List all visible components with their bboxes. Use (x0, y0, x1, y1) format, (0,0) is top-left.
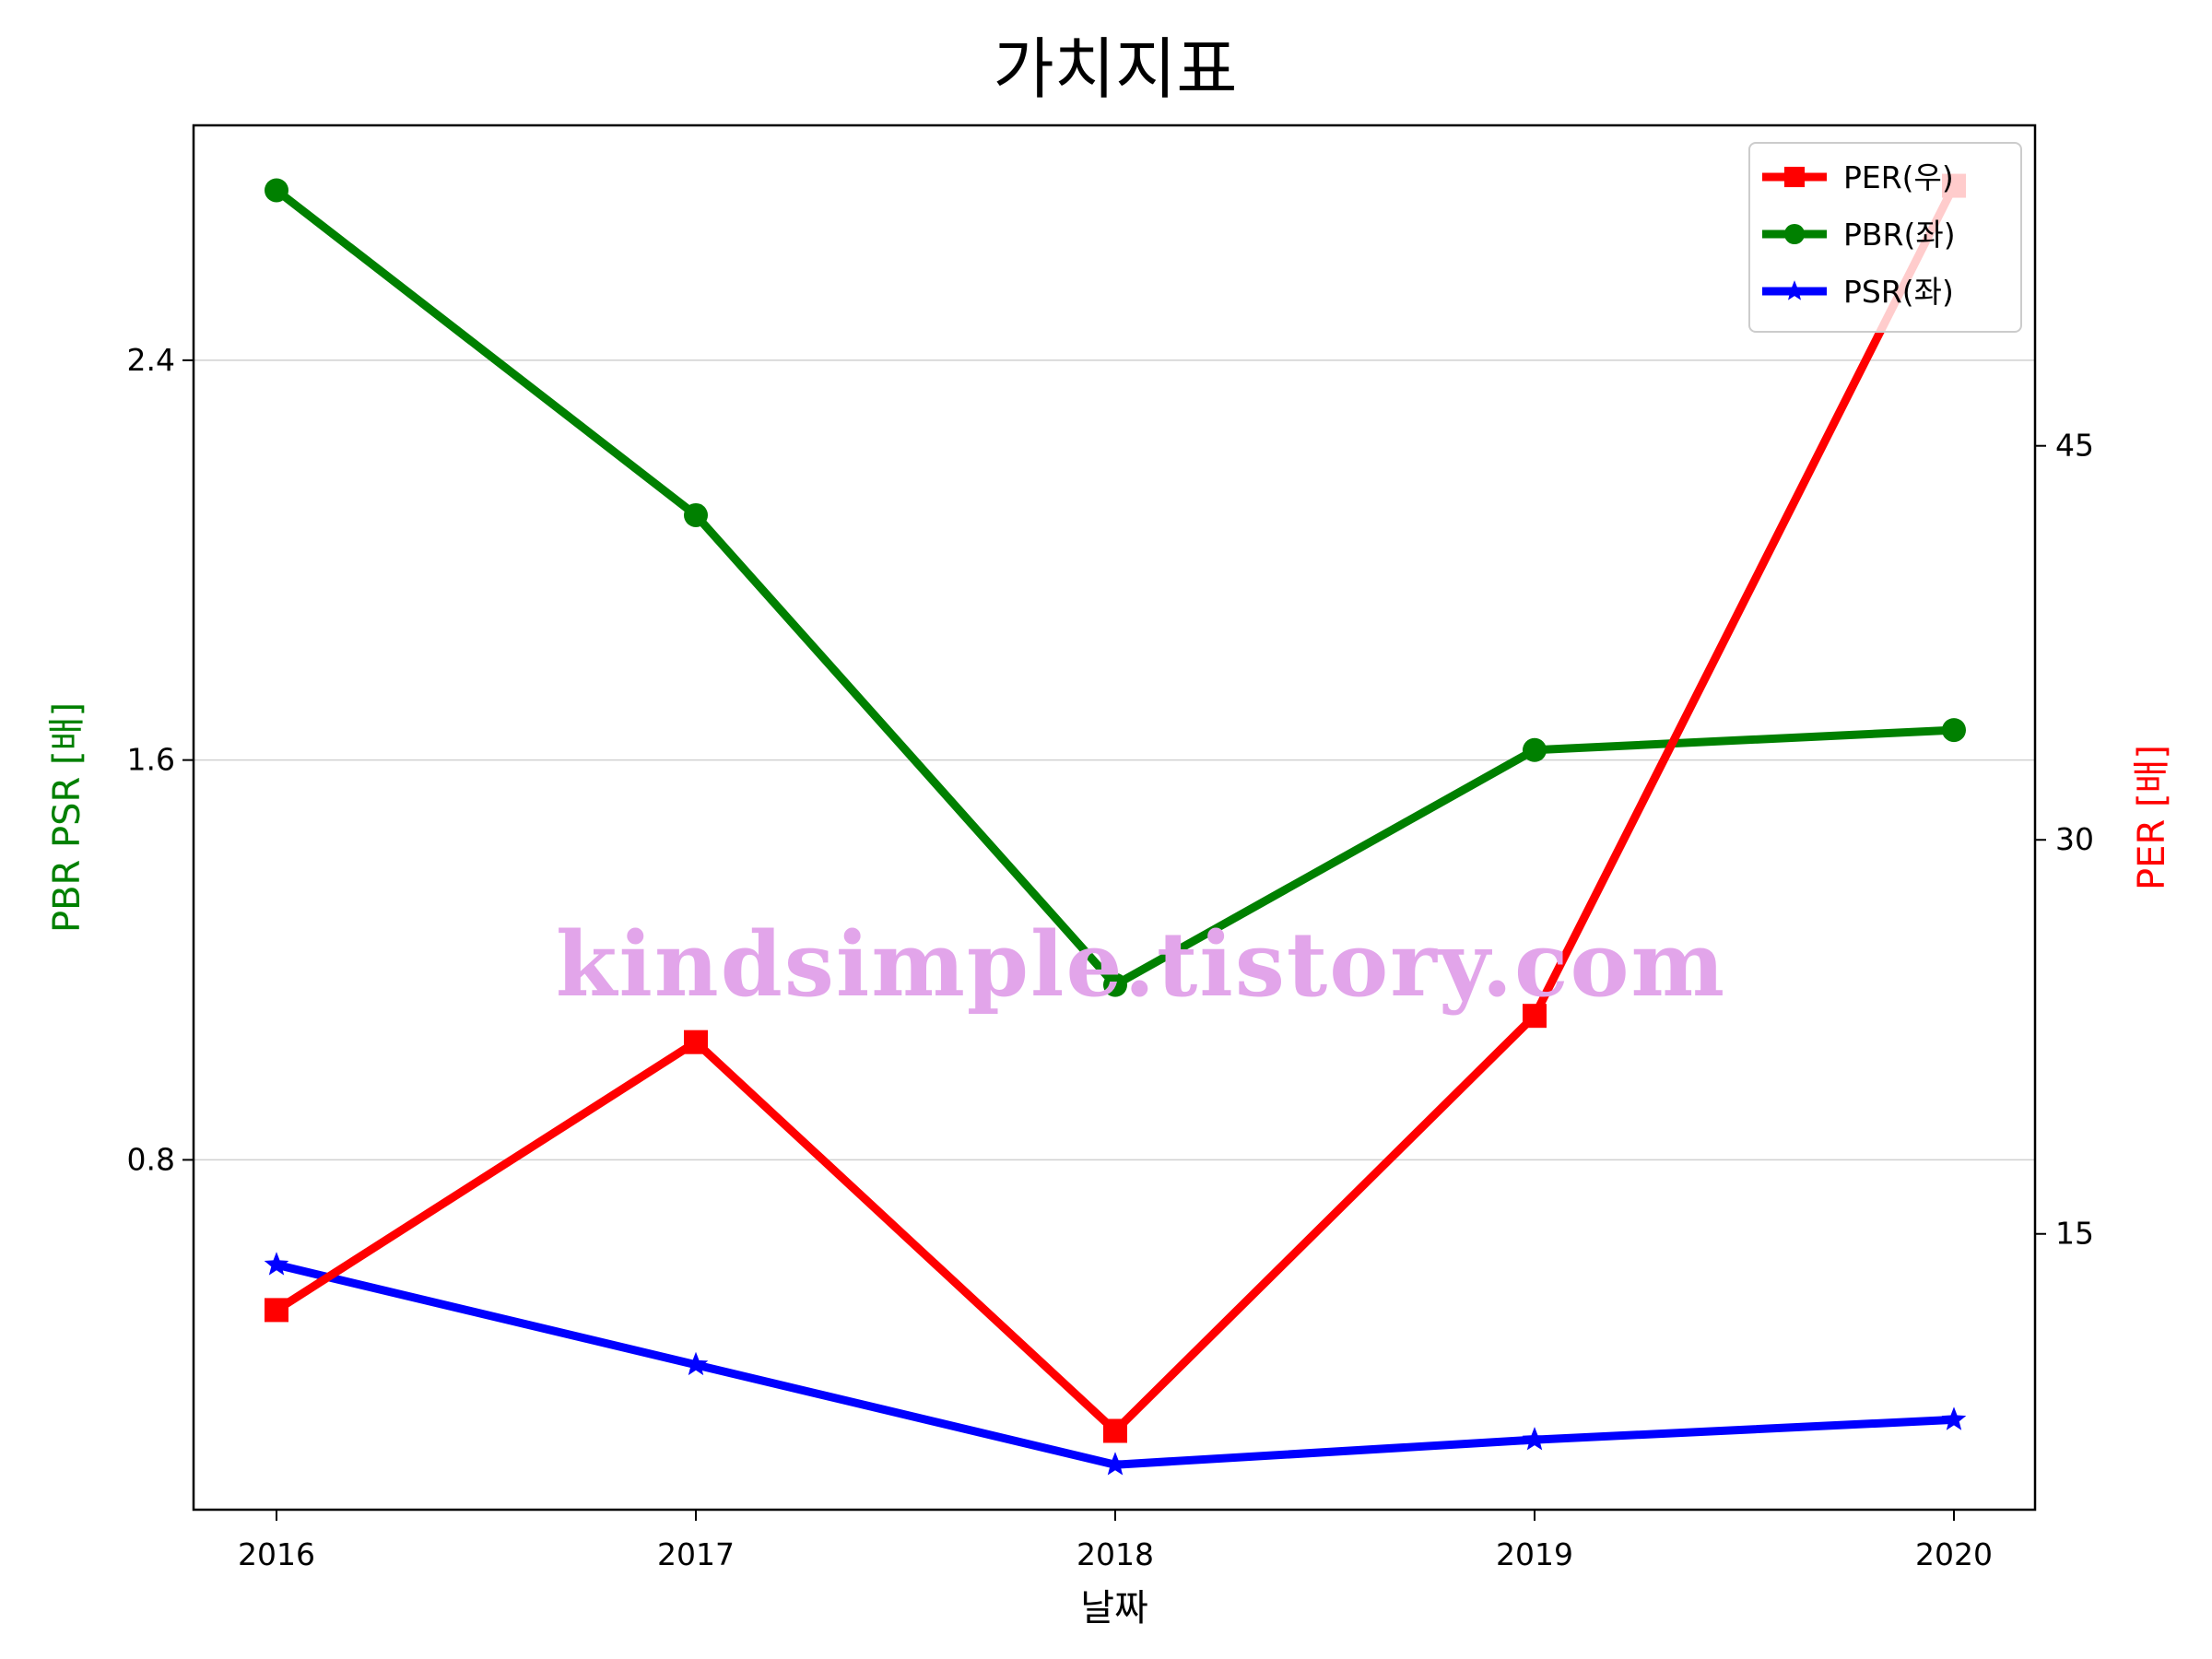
series-per-point (684, 1030, 708, 1054)
right-y-axis-label: PER [배] (2131, 745, 2173, 890)
legend-pbr-label: PBR(좌) (1843, 217, 1956, 253)
legend-per-marker (1783, 166, 1806, 188)
x-axis-label: 날짜 (1080, 1587, 1148, 1630)
series-psr-point (1102, 1452, 1128, 1476)
chart-title: 가치지표 (994, 30, 1238, 108)
right-y-tick-label: 45 (2055, 428, 2094, 464)
series-layer (264, 173, 1967, 1476)
series-pbr-point (265, 178, 288, 203)
x-tick-label: 2017 (657, 1536, 735, 1572)
right-y-tick-label: 15 (2055, 1216, 2094, 1252)
watermark-text: kindsimple.tistory.com (556, 912, 1726, 1017)
series-psr (264, 1252, 1967, 1476)
series-pbr-point (1103, 972, 1127, 997)
series-pbr-point (1942, 718, 1966, 743)
left-y-axis-label: PBR PSR [배] (46, 702, 88, 933)
x-tick-label: 2018 (1077, 1536, 1154, 1572)
right-y-tick-label: 30 (2055, 821, 2094, 857)
left-y-axis: 0.8 1.6 2.4 (127, 342, 194, 1177)
series-psr-point (1941, 1406, 1967, 1430)
x-tick-label: 2019 (1496, 1536, 1573, 1572)
series-per-point (265, 1298, 288, 1323)
right-y-axis: 15 30 45 (2035, 428, 2094, 1252)
left-y-tick-label: 1.6 (127, 742, 175, 778)
left-y-tick-label: 0.8 (127, 1141, 175, 1177)
series-psr-point (1522, 1427, 1547, 1451)
series-pbr-point (684, 502, 708, 527)
legend-pbr-marker (1783, 223, 1806, 245)
series-psr-point (683, 1351, 709, 1376)
legend-box (1748, 142, 2022, 333)
legend: PER(우) PBR(좌) PSR(좌) (1748, 142, 2022, 333)
series-per-point (1103, 1418, 1127, 1443)
x-tick-label: 2020 (1915, 1536, 1993, 1572)
legend-per-label: PER(우) (1843, 159, 1954, 195)
left-y-tick-label: 2.4 (127, 342, 175, 378)
series-pbr-point (1523, 737, 1547, 762)
x-tick-label: 2016 (238, 1536, 315, 1572)
legend-psr-label: PSR(좌) (1843, 274, 1954, 310)
series-per-point (1523, 1004, 1547, 1029)
series-psr-point (264, 1252, 289, 1276)
x-axis: 2016 2017 2018 2019 2020 (238, 1510, 1993, 1572)
legend-psr-marker (1783, 280, 1806, 300)
